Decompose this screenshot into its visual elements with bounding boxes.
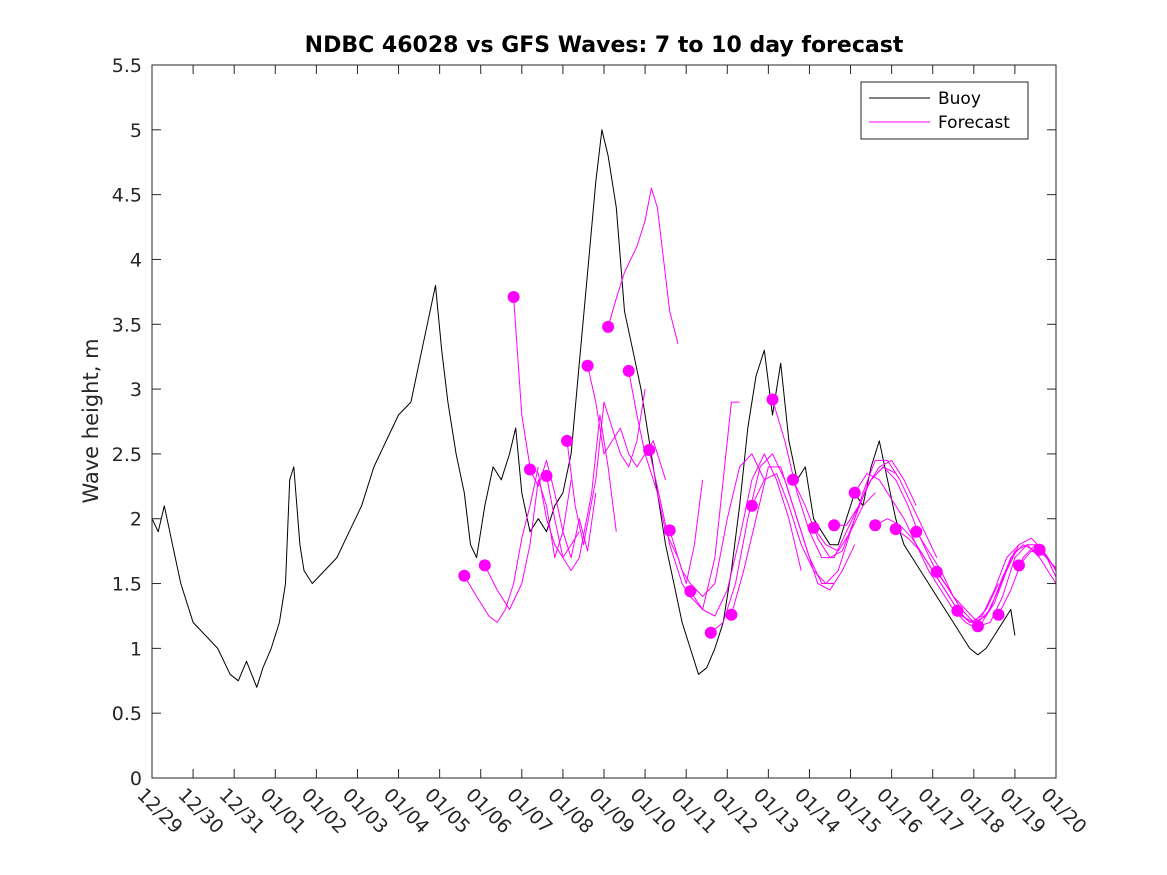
forecast-marker: [458, 569, 471, 582]
y-tick-label: 3.5: [112, 314, 142, 336]
forecast-run-line: [730, 466, 856, 615]
y-tick-label: 5.5: [112, 55, 142, 77]
y-axis-label: Wave height, m: [79, 338, 103, 503]
forecast-run-line: [813, 459, 938, 558]
forecast-marker: [663, 524, 676, 537]
forecast-marker: [1013, 559, 1025, 572]
forecast-marker: [766, 393, 779, 406]
forecast-marker: [524, 463, 536, 476]
legend-buoy-label: Buoy: [938, 89, 981, 109]
forecast-marker: [704, 626, 717, 639]
forecast-run-line: [648, 401, 740, 610]
forecast-run-line: [669, 453, 765, 597]
forecast-marker: [910, 525, 923, 538]
forecast-marker: [971, 620, 984, 633]
forecast-marker: [581, 359, 594, 372]
forecast-marker: [930, 565, 943, 578]
forecast-run-line: [546, 414, 617, 572]
y-tick-label: 5: [130, 120, 142, 142]
forecast-run-line: [936, 544, 1057, 623]
forecast-marker: [1033, 543, 1046, 556]
axes-box: [151, 64, 1057, 779]
forecast-marker: [684, 585, 697, 598]
y-tick-label: 0: [130, 768, 142, 790]
forecast-marker: [507, 291, 520, 303]
forecast-marker: [889, 523, 902, 536]
forecast-marker: [725, 608, 738, 621]
forecast-marker: [622, 364, 635, 377]
forecast-marker: [828, 519, 841, 532]
legend: Buoy Forecast: [860, 81, 1029, 140]
y-tick-label: 4.5: [112, 185, 142, 207]
forecast-run-line: [463, 466, 539, 623]
y-tick-label: 2.5: [112, 444, 142, 466]
buoy-series: [151, 129, 1016, 688]
forecast-marker: [869, 519, 882, 532]
forecast-run-line: [566, 389, 646, 546]
y-tick-label: 2: [130, 509, 142, 531]
plot-area: [152, 65, 1056, 778]
buoy-line: [151, 129, 1016, 688]
axis-ticks: [151, 64, 1057, 779]
forecast-marker: [602, 320, 615, 333]
forecast-marker: [848, 486, 861, 499]
forecast-run-line: [689, 453, 802, 617]
forecast-marker: [643, 444, 656, 456]
forecast-run-line: [484, 479, 572, 610]
y-tick-label: 3: [130, 379, 142, 401]
forecast-marker: [561, 434, 573, 447]
forecast-run-line: [751, 472, 876, 584]
forecast-marker: [745, 499, 758, 512]
y-tick-labels: 0 0.5 1 1.5 2 2.5 3 3.5 4 4.5 5 5.5: [112, 55, 142, 790]
forecast-series: [463, 187, 1057, 634]
y-tick-label: 1: [130, 638, 142, 660]
legend-forecast-label: Forecast: [938, 113, 1010, 133]
y-tick-label: 0.5: [112, 703, 142, 725]
forecast-marker: [992, 608, 1005, 621]
y-tick-label: 4: [130, 249, 142, 271]
legend-box: [860, 81, 1029, 140]
forecast-marker: [951, 604, 964, 617]
y-tick-label: 1.5: [112, 574, 142, 596]
forecast-run-line: [710, 453, 835, 634]
forecast-markers: [458, 291, 1046, 639]
forecast-marker: [787, 473, 799, 486]
forecast-marker: [540, 469, 553, 482]
chart-title: NDBC 46028 vs GFS Waves: 7 to 10 day for…: [305, 33, 904, 58]
forecast-marker: [478, 559, 491, 572]
forecast-marker: [807, 521, 820, 534]
forecast-run-line: [607, 187, 679, 344]
